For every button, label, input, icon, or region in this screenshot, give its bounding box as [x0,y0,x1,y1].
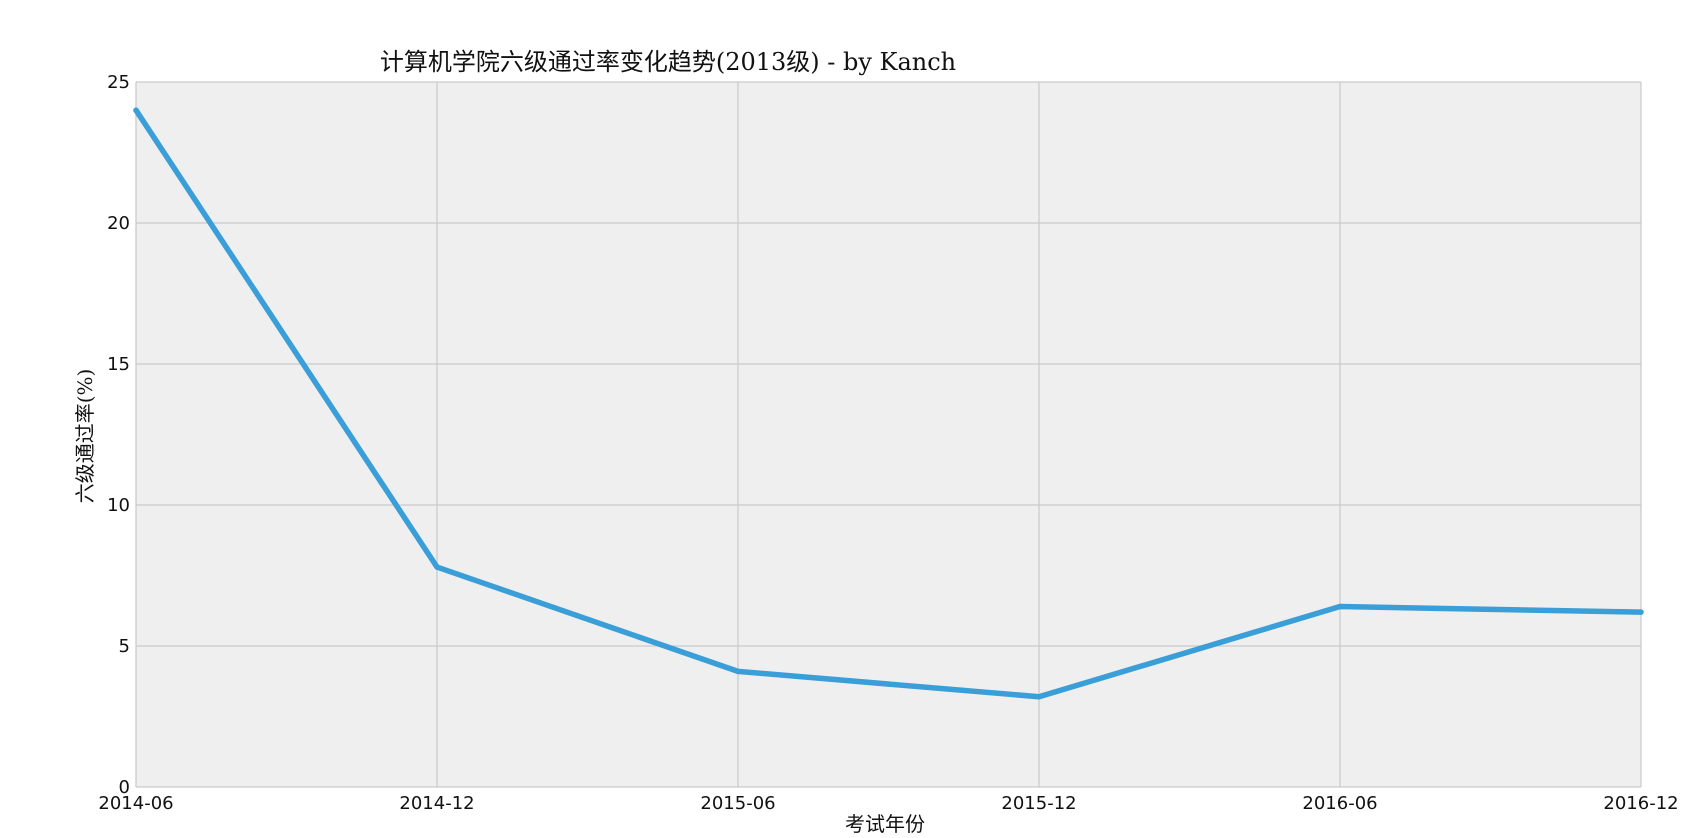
y-tick-label: 20 [107,213,130,234]
y-axis-ticks: 0 5 10 15 20 25 [107,72,130,798]
x-tick-label: 2016-06 [1302,793,1377,814]
series-lines [133,107,1644,700]
x-tick-label: 2014-06 [98,793,173,814]
x-tick-label: 2015-12 [1001,793,1076,814]
y-tick-label: 25 [107,72,130,93]
series-line [133,108,1642,700]
y-tick-label: 5 [119,636,130,657]
y-tick-label: 15 [107,354,130,375]
x-tick-label: 2016-12 [1603,793,1678,814]
x-axis-label: 考试年份 [845,812,925,836]
y-tick-label: 10 [107,495,130,516]
data-point [735,668,741,675]
plot-area [136,82,1641,787]
y-tick-label: 0 [119,777,130,798]
data-point [434,564,440,570]
chart-title: 计算机学院六级通过率变化趋势(2013级) - by Kanch [380,48,956,76]
data-point [1036,693,1042,700]
y-axis-label: 六级通过率(%) [73,369,97,504]
data-point [1638,609,1644,615]
data-point [1337,603,1343,610]
grid-lines [135,81,1642,788]
x-axis-ticks: 2014-06 2014-12 2015-06 2015-12 2016-06 2016-… [98,793,1678,814]
x-tick-label: 2014-12 [399,793,474,814]
x-tick-label: 2015-06 [700,793,775,814]
data-point [133,107,139,113]
